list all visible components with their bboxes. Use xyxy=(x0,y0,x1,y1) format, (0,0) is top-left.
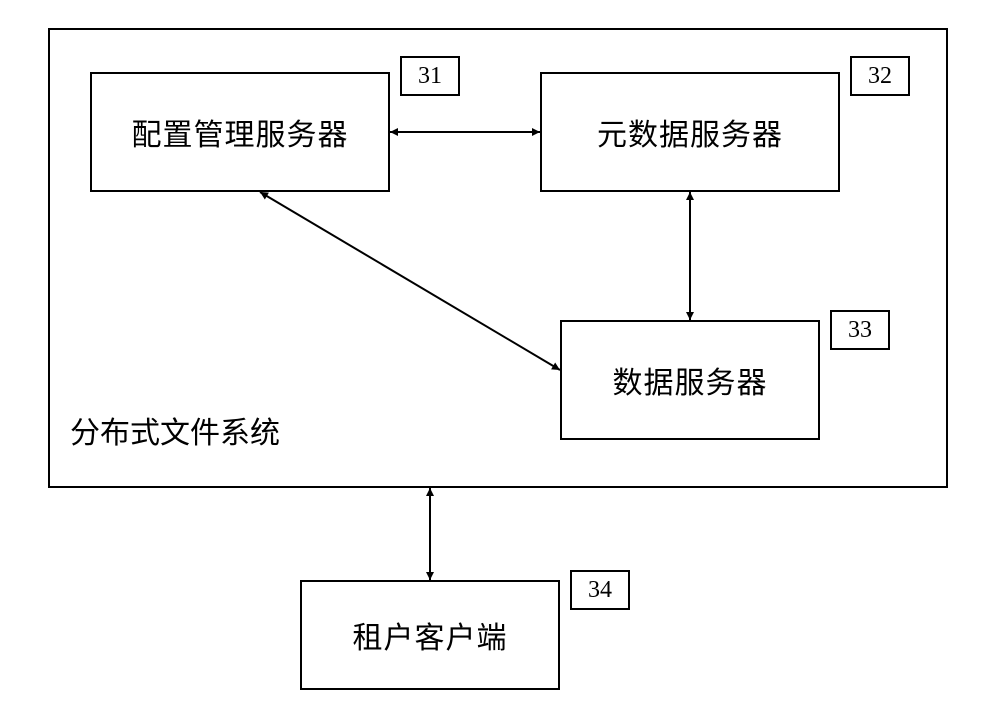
badge-33: 33 xyxy=(830,310,890,350)
badge-31: 31 xyxy=(400,56,460,96)
badge-33-text: 33 xyxy=(848,317,872,344)
node-tenant-client-label: 租户客户端 xyxy=(353,613,508,657)
badge-34: 34 xyxy=(570,570,630,610)
container-caption: 分布式文件系统 xyxy=(70,408,280,452)
node-metadata-server-label: 元数据服务器 xyxy=(597,110,783,154)
diagram-canvas: 分布式文件系统 配置管理服务器 31 元数据服务器 32 数据服务器 33 租户… xyxy=(0,0,1000,724)
badge-32: 32 xyxy=(850,56,910,96)
badge-32-text: 32 xyxy=(868,63,892,90)
node-data-server-label: 数据服务器 xyxy=(613,358,768,402)
badge-31-text: 31 xyxy=(418,63,442,90)
node-config-server-label: 配置管理服务器 xyxy=(132,110,349,154)
node-metadata-server: 元数据服务器 xyxy=(540,72,840,192)
node-tenant-client: 租户客户端 xyxy=(300,580,560,690)
node-data-server: 数据服务器 xyxy=(560,320,820,440)
node-config-server: 配置管理服务器 xyxy=(90,72,390,192)
badge-34-text: 34 xyxy=(588,577,612,604)
